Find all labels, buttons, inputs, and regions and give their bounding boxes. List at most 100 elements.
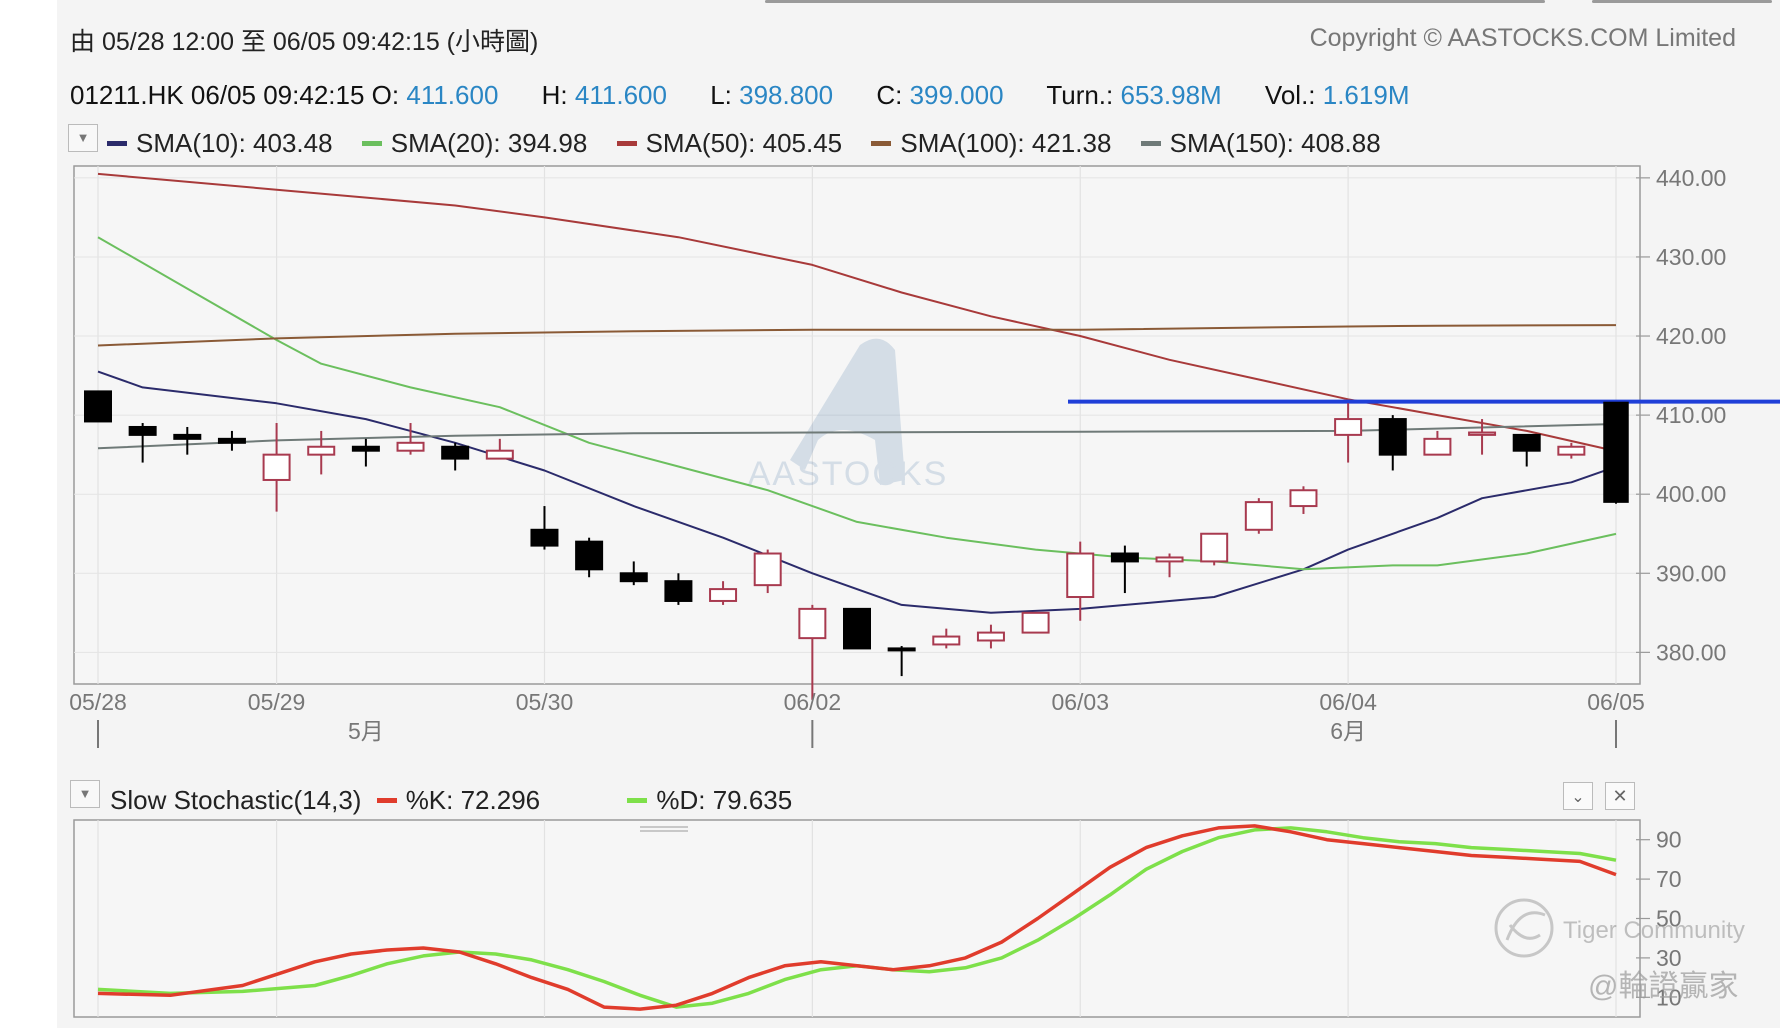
legend-sma150: SMA(150): 408.88 [1140,128,1381,159]
legend-label: SMA(10): 403.48 [136,128,333,158]
candle-up [1423,430,1452,456]
high-label: H: [541,80,568,110]
y-tick-label: 390.00 [1656,560,1726,586]
candle-body [1244,501,1273,531]
candle-down [441,442,470,471]
author-watermark: @輪證贏家 [1588,970,1738,1003]
candle-body [262,453,291,481]
candle-up [1468,419,1497,455]
x-tick-label: 05/30 [516,689,574,715]
candle-body [575,540,604,571]
candle-down [1603,401,1629,504]
legend-sma100: SMA(100): 421.38 [871,128,1111,159]
sma-line [97,423,1617,450]
month-label: 6月 [1330,718,1366,744]
candle-down [843,607,871,650]
legend-k: %K: 72.296 [376,785,540,815]
candle-down [1378,415,1407,471]
y-tick-label: 430.00 [1656,244,1726,270]
candle-body [709,588,738,602]
y-tick-label: 400.00 [1656,481,1726,507]
candle-down [619,561,648,586]
candle-body [1289,489,1318,508]
y-tick-label: 380.00 [1656,639,1726,665]
candle-up [1066,541,1095,621]
x-tick-label: 05/28 [69,689,127,715]
top-scrollbar-left[interactable] [765,0,1545,3]
candle-up [1557,442,1586,459]
legend-label: %D: 79.635 [656,785,793,815]
y-tick-label: 70 [1656,866,1682,892]
y-tick-label: 90 [1656,827,1682,853]
candle-down [173,426,202,455]
legend-sma50: SMA(50): 405.45 [616,128,843,159]
sma-line [97,236,1617,571]
candle-up [1155,553,1184,578]
close-panel-button[interactable]: ✕ [1605,782,1635,810]
quote-bar: 01211.HK 06/05 09:42:15 O: 411.600 H: 41… [70,80,1445,111]
candle-body [307,445,336,456]
chevron-down-icon: ⌄ [1571,789,1585,806]
candle-body [976,631,1005,642]
candle-up [798,604,827,700]
stoch-indicator-dropdown-button[interactable]: ▼ [70,780,100,808]
stoch-line [97,826,1617,1009]
legend-swatch [361,140,382,146]
close-label: C: [876,80,903,110]
candle-up [753,549,782,594]
tiger-text: Tiger Community [1563,917,1745,944]
candle-up [1200,532,1229,566]
candle-body [1423,437,1452,456]
candle-up [262,423,291,512]
volume-label: Vol.: [1264,80,1316,110]
top-scrollbar-right[interactable] [1592,0,1772,3]
volume-value: 1.619M [1322,80,1410,110]
stoch-line [97,824,1617,1011]
legend-swatch [627,797,648,803]
legend-sma20: SMA(20): 394.98 [361,128,587,159]
legend-label: SMA(100): 421.38 [900,128,1112,158]
candle-body [1603,401,1629,503]
turnover-value: 653.98M [1120,80,1222,110]
candle-body [84,390,112,423]
legend-label: SMA(150): 408.88 [1169,128,1381,158]
y-tick-label: 30 [1656,945,1682,971]
legend-swatch [1140,140,1161,146]
candle-body [932,635,961,646]
sma-line [97,172,1617,453]
candle-up [976,624,1005,649]
close-value: 399.000 [909,80,1004,110]
legend-swatch [107,140,127,146]
sma-line [97,370,1617,614]
candle-body [664,580,693,602]
candle-up [932,628,961,649]
legend-label: SMA(50): 405.45 [645,128,843,158]
open-value: 411.600 [406,80,499,110]
y-tick-label: 440.00 [1656,165,1726,191]
candle-body [530,528,559,547]
sma-line [97,324,1617,347]
candle-down [1110,545,1139,594]
candle-up [1289,486,1318,514]
main-indicator-dropdown-button[interactable]: ▼ [68,124,98,152]
candle-body [351,445,380,452]
candle-up [307,430,336,475]
candle-body [173,433,202,440]
turnover-label: Turn.: [1046,80,1114,110]
stoch-plot-area [73,819,1641,1018]
candle-body [1155,556,1184,563]
x-tick-label: 06/02 [784,689,842,715]
x-tick-label: 06/04 [1319,689,1377,715]
tiger-logo-icon [1494,898,1554,958]
candle-body [843,607,871,650]
collapse-panel-button[interactable]: ⌄ [1563,782,1593,810]
candle-up [1244,498,1273,534]
y-tick-label: 410.00 [1656,402,1726,428]
low-value: 398.800 [739,80,834,110]
candle-up [1021,611,1050,634]
chevron-down-icon: ▼ [76,130,90,145]
candle-body [1557,445,1586,456]
low-label: L: [710,80,732,110]
open-label: O: [371,80,400,110]
